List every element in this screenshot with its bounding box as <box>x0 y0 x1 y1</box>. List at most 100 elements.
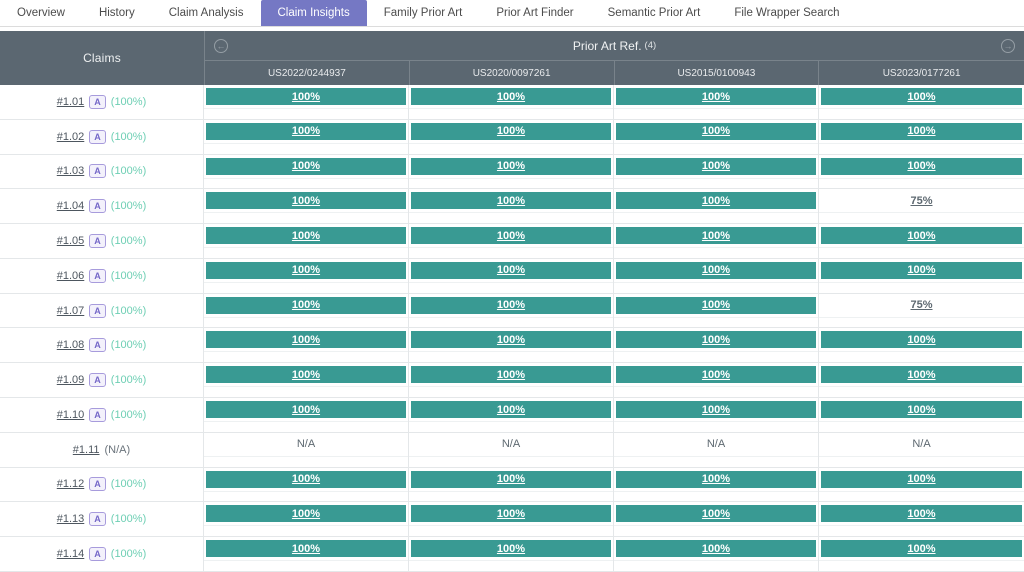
tab-file-wrapper-search[interactable]: File Wrapper Search <box>734 7 840 19</box>
score-bar-label[interactable]: 100% <box>907 507 936 520</box>
score-bar-label[interactable]: 100% <box>907 125 936 138</box>
circle-arrow-left-icon[interactable]: ← <box>214 39 228 53</box>
tab-history[interactable]: History <box>98 7 135 19</box>
score-bar-label[interactable]: 100% <box>496 473 526 486</box>
score-bar[interactable]: 100% <box>616 122 816 140</box>
score-bar-label[interactable]: 100% <box>496 299 526 312</box>
score-bar-label[interactable]: 100% <box>907 368 936 381</box>
tab-claim-analysis[interactable]: Claim Analysis <box>168 7 244 19</box>
score-bar-label[interactable]: 100% <box>496 403 526 416</box>
score-bar[interactable]: 100% <box>411 366 611 384</box>
tab-family-prior-art[interactable]: Family Prior Art <box>383 7 463 19</box>
score-bar-label[interactable]: 100% <box>291 473 321 486</box>
claim-link[interactable]: #1.05 <box>56 235 85 248</box>
claim-link[interactable]: #1.10 <box>56 408 85 421</box>
claim-link[interactable]: #1.06 <box>56 269 85 282</box>
claim-link[interactable]: #1.13 <box>56 513 85 526</box>
claim-link[interactable]: #1.02 <box>56 130 85 143</box>
score-bar-label[interactable]: 100% <box>701 403 731 416</box>
score-bar[interactable]: 100% <box>411 331 611 349</box>
claim-link[interactable]: #1.14 <box>56 548 85 561</box>
score-bar[interactable]: 100% <box>616 88 816 105</box>
score-bar-label[interactable]: 100% <box>701 368 731 381</box>
claim-link[interactable]: #1.01 <box>56 95 85 108</box>
score-bar[interactable]: 100% <box>616 540 816 558</box>
score-bar[interactable]: 100% <box>616 227 816 245</box>
score-bar[interactable]: 100% <box>821 331 1022 349</box>
score-bar-label[interactable]: 100% <box>496 160 526 173</box>
score-bar-label[interactable]: 100% <box>701 160 731 173</box>
score-bar[interactable]: 100% <box>821 261 1022 279</box>
score-bar-label[interactable]: 100% <box>701 229 731 242</box>
score-bar-label[interactable]: 100% <box>291 299 321 312</box>
score-bar-label[interactable]: 100% <box>291 160 321 173</box>
score-bar[interactable]: 100% <box>206 157 406 175</box>
score-bar-label[interactable]: 100% <box>496 90 526 103</box>
score-bar-label[interactable]: 100% <box>701 542 731 555</box>
score-bar[interactable]: 100% <box>821 401 1022 419</box>
score-bar[interactable]: 100% <box>411 227 611 245</box>
score-bar-label[interactable]: 100% <box>701 507 731 520</box>
score-bar-label[interactable]: 100% <box>701 299 731 312</box>
score-bar-label[interactable]: 100% <box>496 368 526 381</box>
score-bar[interactable]: 100% <box>616 401 816 419</box>
claim-link[interactable]: #1.07 <box>56 304 85 317</box>
score-bar-label[interactable]: 100% <box>291 333 321 346</box>
score-bar[interactable]: 100% <box>206 401 406 419</box>
score-bar[interactable]: 100% <box>206 366 406 384</box>
score-bar[interactable]: 100% <box>821 366 1022 384</box>
score-bar[interactable]: 100% <box>616 192 816 210</box>
score-bar-label[interactable]: 100% <box>496 264 526 277</box>
score-bar[interactable]: 100% <box>206 192 406 210</box>
score-bar-label[interactable]: 100% <box>496 125 526 138</box>
circle-arrow-right-icon[interactable]: → <box>1001 39 1015 53</box>
score-percent-link[interactable]: 75% <box>910 299 933 312</box>
score-bar[interactable]: 100% <box>206 227 406 245</box>
score-bar[interactable]: 100% <box>411 470 611 488</box>
claim-link[interactable]: #1.09 <box>56 374 85 387</box>
score-bar-label[interactable]: 100% <box>701 473 731 486</box>
score-bar-label[interactable]: 100% <box>907 90 936 103</box>
score-bar[interactable]: 100% <box>206 122 406 140</box>
claim-link[interactable]: #1.11 <box>72 443 100 456</box>
score-bar-label[interactable]: 100% <box>496 507 526 520</box>
score-bar[interactable]: 100% <box>616 505 816 523</box>
score-bar[interactable]: 100% <box>821 88 1022 105</box>
tab-overview[interactable]: Overview <box>17 7 65 19</box>
score-bar-label[interactable]: 100% <box>291 507 321 520</box>
score-bar[interactable]: 100% <box>616 157 816 175</box>
claim-link[interactable]: #1.08 <box>56 339 85 352</box>
score-bar[interactable]: 100% <box>411 157 611 175</box>
score-bar[interactable]: 100% <box>616 331 816 349</box>
score-bar[interactable]: 100% <box>411 192 611 210</box>
score-bar-label[interactable]: 100% <box>496 542 526 555</box>
score-bar[interactable]: 100% <box>821 505 1022 523</box>
score-bar[interactable]: 100% <box>411 505 611 523</box>
score-bar[interactable]: 100% <box>411 122 611 140</box>
score-bar[interactable]: 100% <box>821 227 1022 245</box>
score-bar-label[interactable]: 100% <box>701 194 731 207</box>
claim-link[interactable]: #1.04 <box>56 200 85 213</box>
tab-prior-art-finder[interactable]: Prior Art Finder <box>496 7 574 19</box>
score-bar-label[interactable]: 100% <box>907 403 936 416</box>
score-bar-label[interactable]: 100% <box>291 403 321 416</box>
score-bar[interactable]: 100% <box>411 401 611 419</box>
score-bar[interactable]: 100% <box>411 88 611 105</box>
score-bar[interactable]: 100% <box>411 296 611 314</box>
score-bar[interactable]: 100% <box>616 261 816 279</box>
score-bar[interactable]: 100% <box>411 261 611 279</box>
score-bar-label[interactable]: 100% <box>291 264 321 277</box>
tab-semantic-prior-art[interactable]: Semantic Prior Art <box>607 7 701 19</box>
score-bar[interactable]: 100% <box>821 122 1022 140</box>
score-bar-label[interactable]: 100% <box>291 90 321 103</box>
score-bar[interactable]: 100% <box>206 505 406 523</box>
score-bar-label[interactable]: 100% <box>291 229 321 242</box>
score-percent-link[interactable]: 75% <box>910 194 933 207</box>
score-bar-label[interactable]: 100% <box>291 542 321 555</box>
score-bar-label[interactable]: 100% <box>907 473 936 486</box>
score-bar[interactable]: 100% <box>616 296 816 314</box>
score-bar[interactable]: 100% <box>616 366 816 384</box>
claim-link[interactable]: #1.03 <box>56 165 85 178</box>
score-bar-label[interactable]: 100% <box>701 90 731 103</box>
score-bar[interactable]: 100% <box>821 470 1022 488</box>
